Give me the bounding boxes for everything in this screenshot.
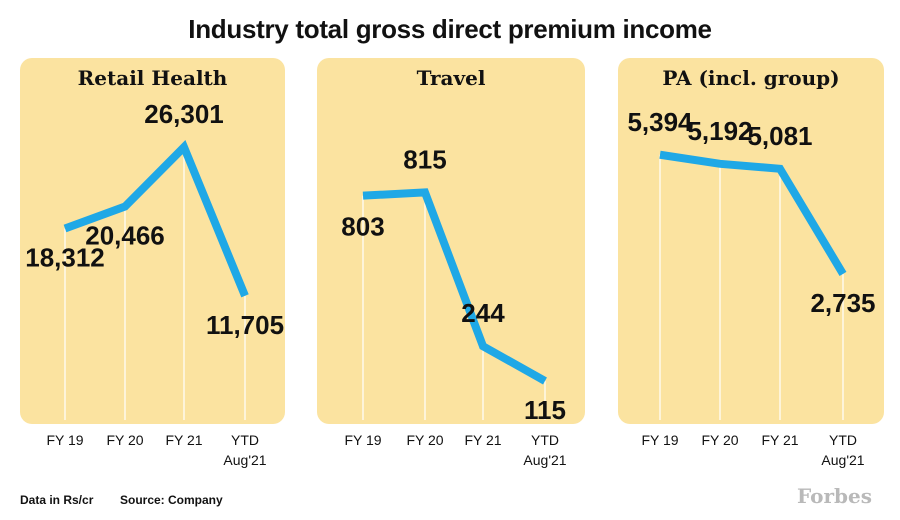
data-label: 26,301 — [144, 99, 224, 129]
data-label: 18,312 — [25, 243, 105, 273]
x-tick-label-line2: Aug'21 — [523, 452, 566, 468]
x-tick-label: FY 20 — [406, 432, 443, 448]
x-tick-label-line2: Aug'21 — [223, 452, 266, 468]
forbes-logo: Forbes — [797, 484, 872, 508]
x-tick-label: FY 19 — [46, 432, 83, 448]
units-note: Data in Rs/cr — [20, 493, 94, 507]
x-tick-label: YTD — [829, 432, 857, 448]
x-tick-label: FY 21 — [464, 432, 501, 448]
chart-title: Industry total gross direct premium inco… — [188, 14, 712, 44]
series-line — [659, 150, 847, 277]
panel-title-retail-health: Retail Health — [77, 66, 228, 90]
data-label: 815 — [403, 144, 446, 174]
data-label: 5,192 — [687, 116, 752, 146]
x-tick-label: FY 19 — [344, 432, 381, 448]
line-chart-panel-1: 803 815 244 115 FY 19 FY 20 FY 21 YTD Aug'21 — [317, 58, 585, 468]
data-label: 20,466 — [85, 221, 165, 251]
data-label: 244 — [461, 298, 505, 328]
x-tick-label: YTD — [531, 432, 559, 448]
x-tick-label: FY 21 — [761, 432, 798, 448]
panel-background — [618, 58, 884, 424]
data-label: 5,081 — [747, 121, 812, 151]
data-label: 5,394 — [627, 107, 693, 137]
source-note: Source: Company — [120, 493, 223, 507]
panel-background — [317, 58, 585, 424]
panel-background — [20, 58, 285, 424]
series-line — [362, 188, 547, 385]
x-tick-label-line2: Aug'21 — [821, 452, 864, 468]
x-tick-label: FY 19 — [641, 432, 678, 448]
panel-title-travel: Travel — [416, 66, 486, 90]
data-label: 115 — [524, 395, 566, 425]
data-label: 803 — [341, 212, 384, 242]
data-label: 2,735 — [810, 288, 875, 318]
x-tick-label: YTD — [231, 432, 259, 448]
x-tick-label: FY 21 — [165, 432, 202, 448]
x-tick-label: FY 20 — [701, 432, 738, 448]
x-tick-label: FY 20 — [106, 432, 143, 448]
series-line — [63, 140, 249, 298]
panel-title-pa: PA (incl. group) — [662, 66, 840, 90]
data-label: 11,705 — [206, 310, 284, 340]
